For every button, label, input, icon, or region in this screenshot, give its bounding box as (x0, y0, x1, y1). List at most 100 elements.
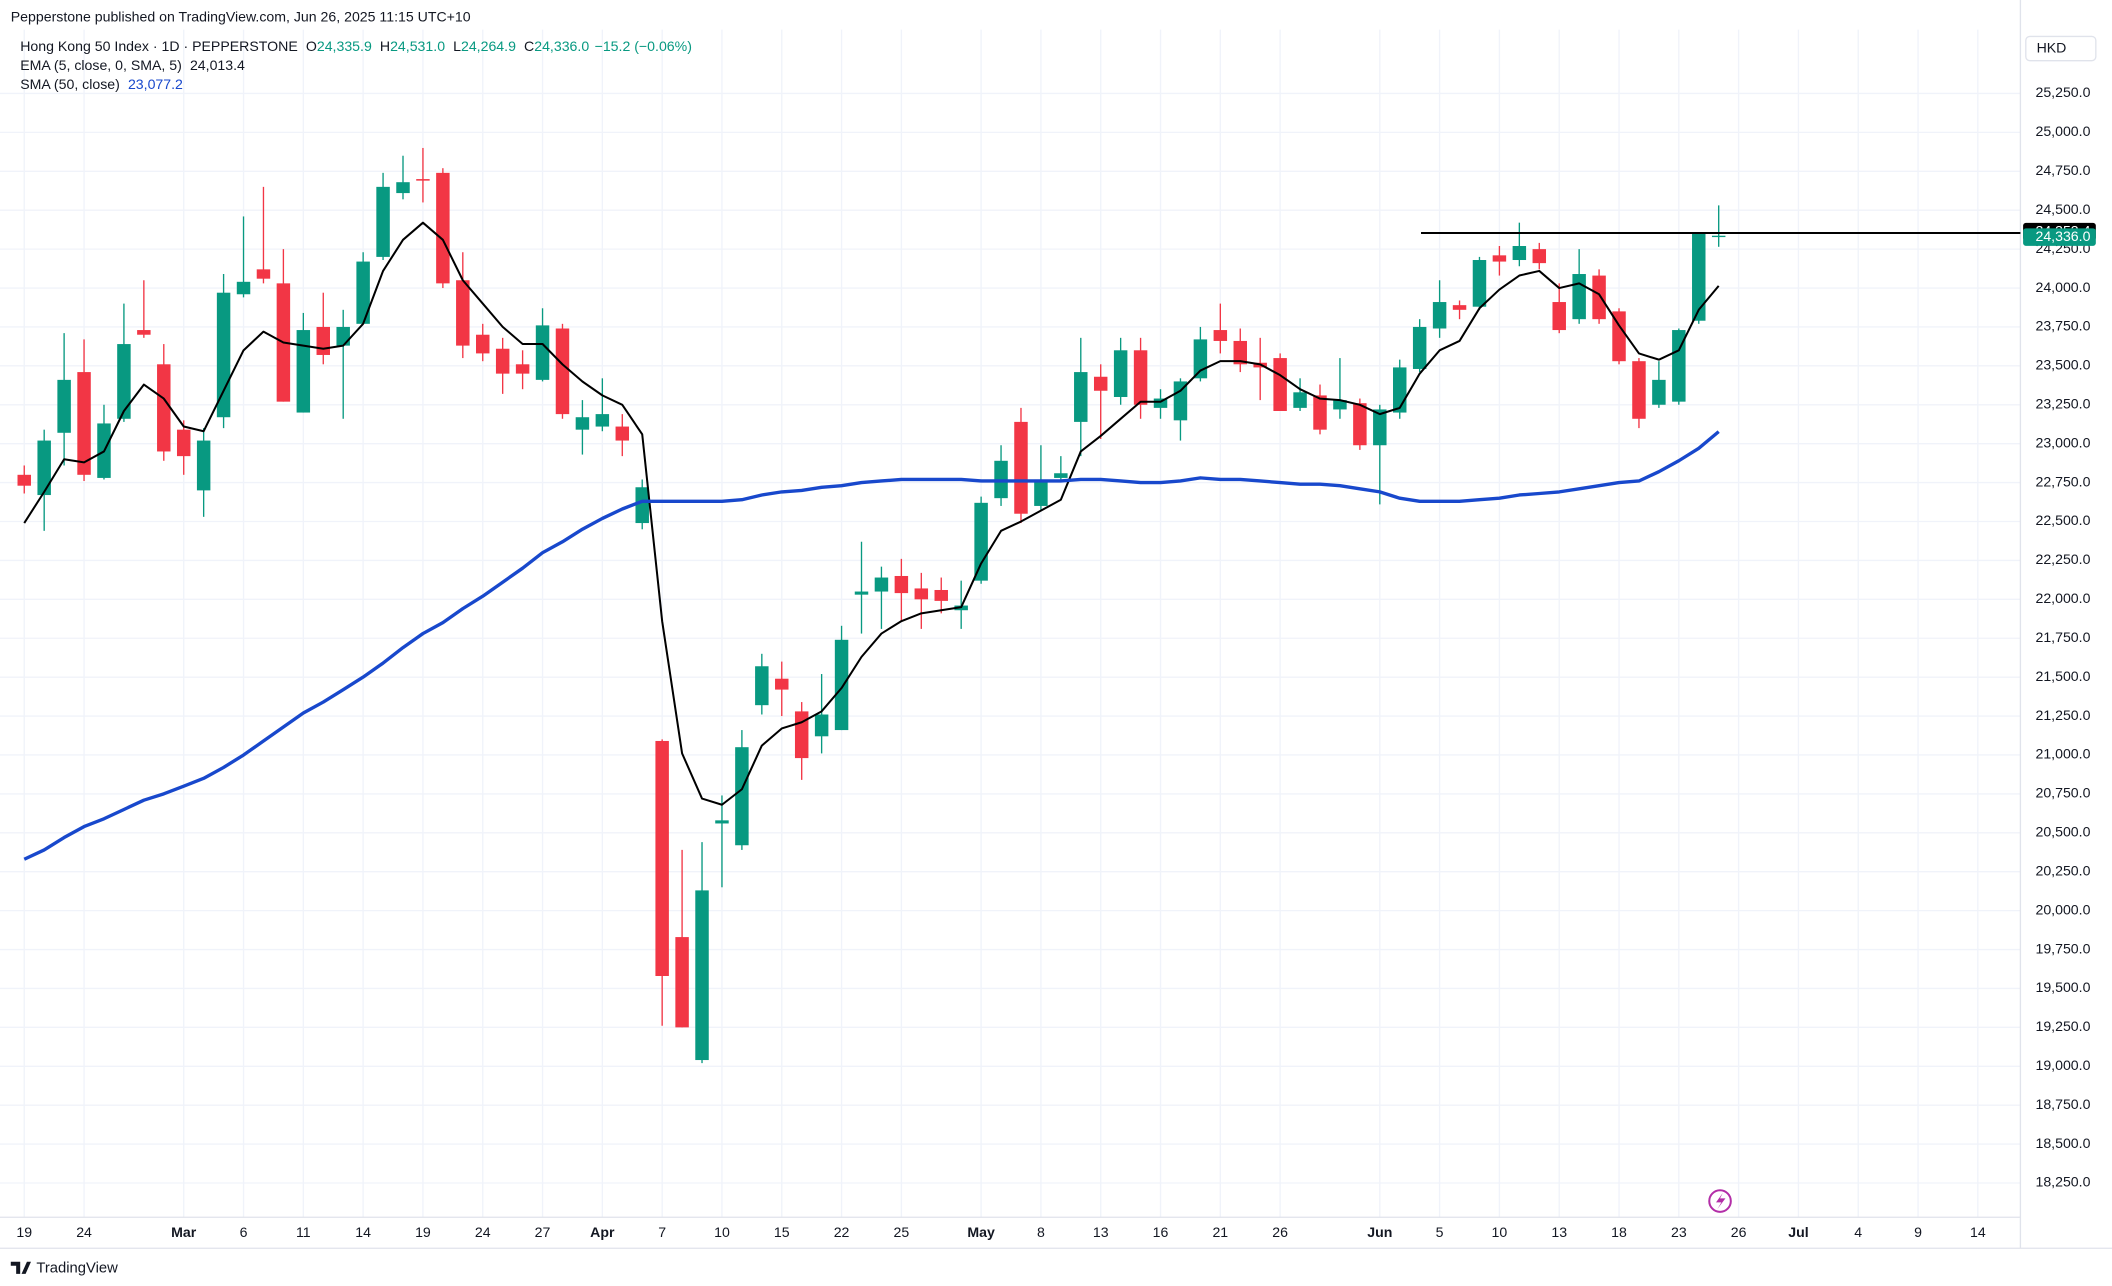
candle-body (37, 440, 51, 496)
alert-icon[interactable] (1708, 1189, 1732, 1213)
quote-value: 24,335.9 (317, 38, 372, 54)
candle-body (1014, 421, 1028, 514)
currency[interactable]: HKD (2037, 39, 2067, 55)
candle-body (117, 344, 131, 419)
candle-body (376, 186, 390, 257)
y-tick-label: 24,500.0 (2035, 201, 2090, 217)
candle-body (236, 281, 251, 295)
candle-body (1353, 403, 1367, 446)
candle-body (1652, 379, 1666, 405)
candle-body (196, 440, 211, 491)
indicator-value: 23,077.2 (128, 76, 183, 92)
candle-body (1153, 398, 1168, 408)
candle-body (535, 325, 550, 380)
x-tick-label: 10 (1492, 1224, 1508, 1240)
x-tick-label: 19 (415, 1224, 431, 1240)
x-tick-label: 10 (714, 1224, 730, 1240)
x-tick-label: 24 (76, 1224, 92, 1240)
quote-key: H (380, 38, 390, 54)
symbol-title: Hong Kong 50 Index · 1D · PEPPERSTONE (20, 38, 298, 54)
y-tick-label: 18,750.0 (2035, 1096, 2090, 1112)
x-tick-label: 5 (1436, 1224, 1444, 1240)
candle-body (256, 269, 271, 279)
quote-value: 24,264.9 (461, 38, 516, 54)
indicator-legend: EMA (5, close, 0, SMA, 5) 24,013.4 (20, 57, 245, 73)
labels: 18,250.0 18,500.0 18,750.0 19,000.0 19,250.0… (16, 38, 2096, 1240)
x-tick-label: 13 (1551, 1224, 1567, 1240)
y-tick-label: 25,250.0 (2035, 84, 2090, 100)
candle-body (1313, 395, 1327, 430)
candle-body (176, 429, 191, 457)
y-tick-label: 20,500.0 (2035, 824, 2090, 840)
indicator-line (23, 221, 1720, 806)
quote-key: O (306, 38, 317, 54)
candle-body (1552, 302, 1566, 331)
candle-body (137, 330, 151, 335)
candle-body (1213, 330, 1228, 341)
price-badge (2023, 228, 2096, 246)
candle-body (296, 330, 311, 413)
y-tick-label: 18,500.0 (2035, 1135, 2090, 1151)
candle-body (495, 348, 510, 374)
x-tick-label: 21 (1212, 1224, 1228, 1240)
x-tick-label: 22 (834, 1224, 850, 1240)
indicator-value: 24,013.4 (190, 57, 245, 73)
candle-body (476, 334, 490, 354)
quote-key: L (453, 38, 461, 54)
candle-body (1093, 376, 1108, 391)
candle-body (934, 589, 948, 601)
plot (17, 147, 2021, 1064)
candle-body (1193, 339, 1208, 379)
x-tick-label: 25 (894, 1224, 910, 1240)
x-tick-label: 15 (774, 1224, 790, 1240)
y-tick-label: 19,500.0 (2035, 979, 2090, 995)
candle-body (555, 328, 570, 415)
currency-box[interactable] (2025, 35, 2097, 62)
candle-body (834, 639, 849, 731)
price-badge-label: 24,336.0 (2035, 228, 2090, 244)
x-tick-label: 9 (1914, 1224, 1922, 1240)
candle-body (894, 575, 909, 594)
y-tick-label: 19,000.0 (2035, 1057, 2090, 1073)
candle-body (1133, 350, 1148, 405)
candle-body (1492, 255, 1507, 262)
candle-body (316, 326, 330, 355)
x-tick-label: 26 (1731, 1224, 1747, 1240)
y-tick-label: 22,000.0 (2035, 590, 2090, 606)
alert-ring[interactable] (1708, 1189, 1732, 1213)
x-tick-label: 4 (1854, 1224, 1862, 1240)
candle-body (775, 678, 789, 690)
alert-bolt[interactable] (1716, 1192, 1726, 1210)
candle-body (1532, 249, 1547, 264)
indicator-name: SMA (50, close) (20, 76, 120, 92)
y-tick-label: 23,500.0 (2035, 357, 2090, 373)
candle-body (914, 588, 929, 600)
quote-value: 24,531.0 (390, 38, 445, 54)
candle-body (635, 487, 649, 524)
x-tick-label: 7 (658, 1224, 666, 1240)
footer: TradingView (36, 1260, 118, 1276)
candle-body (1432, 302, 1447, 329)
y-tick-label: 22,750.0 (2035, 473, 2090, 489)
candle-body (1452, 305, 1467, 310)
candle-body (1173, 381, 1188, 421)
candle-body (336, 326, 350, 346)
x-tick-label: 14 (1970, 1224, 1986, 1240)
candle-body (456, 280, 470, 346)
y-tick-label: 20,000.0 (2035, 901, 2090, 917)
indicator-line (23, 430, 1720, 861)
candle-body (874, 577, 889, 592)
y-tick-label: 20,250.0 (2035, 862, 2090, 878)
x-tick-label: 11 (296, 1224, 311, 1240)
candle-body (1293, 392, 1307, 408)
candle-body (77, 372, 91, 475)
y-tick-label: 19,250.0 (2035, 1018, 2090, 1034)
y-tick-label: 22,250.0 (2035, 551, 2090, 567)
candle-body (17, 474, 31, 486)
candle-body (157, 364, 171, 452)
candle-body (1711, 235, 1726, 238)
candle-body (794, 711, 809, 759)
candle-body (1412, 326, 1427, 369)
y-tick-label: 23,250.0 (2035, 395, 2090, 411)
